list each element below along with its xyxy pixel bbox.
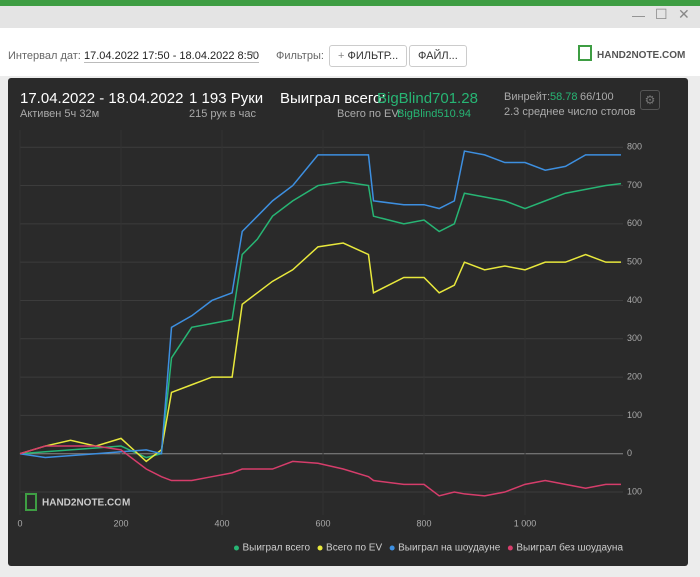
y-tick-label: 600 xyxy=(627,218,642,228)
winrate-unit: 66/100 xyxy=(580,91,614,103)
ev-label: Всего по EV: xyxy=(337,108,402,120)
legend-label: Выиграл на шоудауне xyxy=(398,543,501,554)
file-button[interactable]: ФАЙЛ... xyxy=(409,45,467,67)
filter-button[interactable]: + ФИЛЬТР... xyxy=(329,45,408,67)
y-tick-label: 0 xyxy=(627,448,632,458)
dropdown-arrow: ▾ xyxy=(251,49,257,60)
legend-label: Выиграл всего xyxy=(242,543,310,554)
y-tick-label: 200 xyxy=(627,371,642,381)
won-value: BigBlind701.28 xyxy=(377,90,478,107)
hands-per-hour: 215 рук в час xyxy=(189,108,257,120)
hands: 1 193 Руки xyxy=(189,90,264,107)
filters-label: Фильтры: xyxy=(276,50,324,62)
series-line xyxy=(19,242,621,463)
x-tick-label: 400 xyxy=(214,518,229,528)
winrate-label: Винрейт: xyxy=(504,91,551,103)
watermark-icon xyxy=(25,493,37,511)
legend-marker xyxy=(317,545,323,551)
legend-label: Всего по EV xyxy=(326,543,382,554)
y-tick-label: 400 xyxy=(627,295,642,305)
logo-icon xyxy=(578,45,592,61)
legend-marker xyxy=(389,545,395,551)
y-tick-label: 700 xyxy=(627,180,642,190)
y-tick-label: 100 xyxy=(627,410,642,420)
active: Активен 5ч 32м xyxy=(20,108,100,120)
close[interactable]: ✕ xyxy=(678,6,690,22)
won-label: Выиграл всего: xyxy=(280,90,386,107)
y-tick-label: 100 xyxy=(627,486,642,496)
ev-value: BigBlind510.94 xyxy=(397,108,472,120)
settings-button[interactable]: ⚙ xyxy=(640,90,660,110)
window-bar: — ☐ ✕ xyxy=(0,6,700,28)
logo: HAND2NOTE.COM xyxy=(597,50,686,61)
x-tick-label: 200 xyxy=(113,518,128,528)
filter-button-text: ФИЛЬТР... xyxy=(347,50,399,62)
legend-marker xyxy=(233,545,239,551)
series-line xyxy=(19,150,621,459)
series-line xyxy=(19,445,621,497)
period: 17.04.2022 - 18.04.2022 xyxy=(20,90,184,107)
minimize[interactable]: — xyxy=(632,8,645,23)
date-range[interactable]: 17.04.2022 17:50 - 18.04.2022 8:50 xyxy=(84,50,259,63)
y-tick-label: 300 xyxy=(627,333,642,343)
date-label: Интервал дат: xyxy=(8,50,81,62)
x-tick-label: 800 xyxy=(417,518,432,528)
tables: 2.3 среднее число столов xyxy=(504,106,636,118)
y-tick-label: 800 xyxy=(627,142,642,152)
winrate-value: 58.78 xyxy=(550,91,578,103)
toolbar: Интервал дат: 17.04.2022 17:50 - 18.04.2… xyxy=(0,28,700,76)
series-line xyxy=(19,180,622,459)
x-tick-label: 600 xyxy=(315,518,330,528)
y-tick-label: 500 xyxy=(627,257,642,267)
x-tick-label: 0 xyxy=(17,518,22,528)
legend-marker xyxy=(507,545,513,551)
x-tick-label: 1 000 xyxy=(514,518,537,528)
maximize[interactable]: ☐ xyxy=(655,6,668,22)
legend-label: Выиграл без шоудауна xyxy=(516,542,623,554)
title-strip xyxy=(0,0,700,6)
watermark: HAND2NOTE.COM xyxy=(42,498,130,509)
